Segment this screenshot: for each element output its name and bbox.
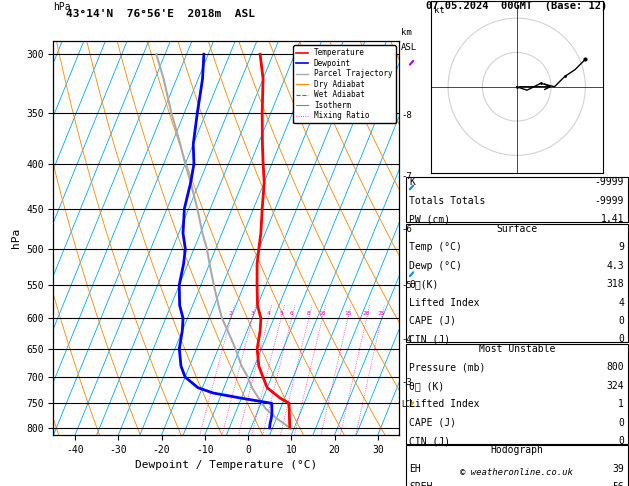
Text: -9999: -9999 <box>594 196 624 206</box>
Text: © weatheronline.co.uk: © weatheronline.co.uk <box>460 468 573 477</box>
Text: 3: 3 <box>250 312 254 316</box>
Text: -9999: -9999 <box>594 177 624 188</box>
Text: Hodograph: Hodograph <box>490 446 543 455</box>
Text: 4: 4 <box>618 297 624 308</box>
Text: 1.41: 1.41 <box>601 214 624 225</box>
Text: 39: 39 <box>612 464 624 474</box>
X-axis label: Dewpoint / Temperature (°C): Dewpoint / Temperature (°C) <box>135 460 318 470</box>
Text: K: K <box>409 177 415 188</box>
Text: 15: 15 <box>344 312 352 316</box>
Text: θᴇ(K): θᴇ(K) <box>409 279 439 289</box>
Text: Most Unstable: Most Unstable <box>479 344 555 354</box>
Text: 800: 800 <box>606 362 624 372</box>
Text: -3: -3 <box>401 378 412 387</box>
Text: SREH: SREH <box>409 483 433 486</box>
Text: -4: -4 <box>401 335 412 345</box>
Text: CAPE (J): CAPE (J) <box>409 417 457 428</box>
Text: Lifted Index: Lifted Index <box>409 297 480 308</box>
Text: 10: 10 <box>319 312 326 316</box>
Text: Totals Totals: Totals Totals <box>409 196 486 206</box>
Legend: Temperature, Dewpoint, Parcel Trajectory, Dry Adiabat, Wet Adiabat, Isotherm, Mi: Temperature, Dewpoint, Parcel Trajectory… <box>293 45 396 123</box>
Text: 4: 4 <box>267 312 270 316</box>
Text: 0: 0 <box>618 436 624 446</box>
Text: 9: 9 <box>618 242 624 252</box>
Text: 318: 318 <box>606 279 624 289</box>
Text: θᴇ (K): θᴇ (K) <box>409 381 445 391</box>
Text: Lifted Index: Lifted Index <box>409 399 480 409</box>
Text: -5: -5 <box>401 280 412 290</box>
Text: 8: 8 <box>307 312 311 316</box>
Text: Temp (°C): Temp (°C) <box>409 242 462 252</box>
Text: -8: -8 <box>401 111 412 120</box>
Text: 2: 2 <box>229 312 233 316</box>
Text: 6: 6 <box>290 312 294 316</box>
Text: hPa: hPa <box>53 2 71 12</box>
Text: Pressure (mb): Pressure (mb) <box>409 362 486 372</box>
Text: 25: 25 <box>377 312 385 316</box>
Text: Surface: Surface <box>496 224 537 234</box>
Text: km: km <box>401 28 412 37</box>
Text: EH: EH <box>409 464 421 474</box>
Text: CIN (J): CIN (J) <box>409 334 450 345</box>
Text: -7: -7 <box>401 172 412 180</box>
Text: 0: 0 <box>618 417 624 428</box>
Text: LCL: LCL <box>401 400 415 409</box>
Text: 0: 0 <box>618 334 624 345</box>
Text: 5: 5 <box>279 312 283 316</box>
Text: 1: 1 <box>618 399 624 409</box>
Text: 43°14'N  76°56'E  2018m  ASL: 43°14'N 76°56'E 2018m ASL <box>66 9 255 19</box>
Text: 56: 56 <box>612 483 624 486</box>
Text: PW (cm): PW (cm) <box>409 214 450 225</box>
Text: 324: 324 <box>606 381 624 391</box>
Text: Dewp (°C): Dewp (°C) <box>409 260 462 271</box>
Text: -6: -6 <box>401 225 412 234</box>
Text: 4.3: 4.3 <box>606 260 624 271</box>
Text: 07.05.2024  00GMT  (Base: 12): 07.05.2024 00GMT (Base: 12) <box>426 0 608 11</box>
Text: ASL: ASL <box>401 43 417 52</box>
Text: CAPE (J): CAPE (J) <box>409 316 457 326</box>
Text: 20: 20 <box>363 312 370 316</box>
Text: kt: kt <box>435 6 445 15</box>
Text: CIN (J): CIN (J) <box>409 436 450 446</box>
Y-axis label: hPa: hPa <box>11 228 21 248</box>
Text: 0: 0 <box>618 316 624 326</box>
